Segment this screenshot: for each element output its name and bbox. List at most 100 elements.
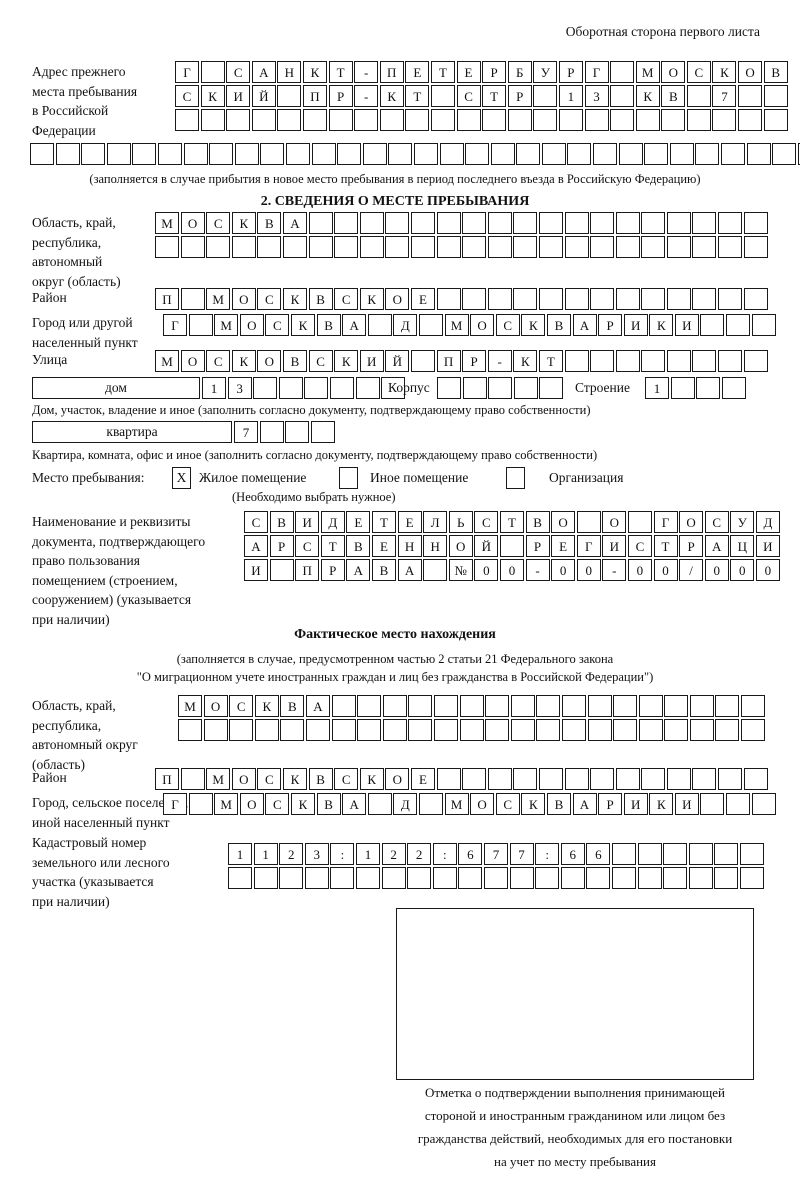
form-cell[interactable]: С (456, 85, 481, 107)
form-cell[interactable]: К (359, 288, 384, 310)
form-cell[interactable]: 1 (228, 843, 252, 865)
form-cell[interactable]: 0 (653, 559, 678, 581)
form-cell[interactable] (231, 236, 256, 258)
form-cell[interactable]: В (308, 288, 333, 310)
form-cell[interactable]: О (602, 511, 627, 533)
form-cell[interactable] (305, 719, 330, 741)
form-cell[interactable]: Л (423, 511, 448, 533)
cadastral-row-2[interactable] (228, 867, 765, 889)
form-cell[interactable] (302, 109, 327, 131)
form-cell[interactable] (692, 350, 717, 372)
form-cell[interactable]: Й (474, 535, 499, 557)
form-cell[interactable]: 6 (586, 843, 611, 865)
form-cell[interactable] (407, 867, 432, 889)
form-cell[interactable] (593, 143, 618, 165)
form-cell[interactable] (304, 377, 329, 399)
form-cell[interactable] (433, 695, 458, 717)
form-cell[interactable]: И (295, 511, 320, 533)
form-cell[interactable]: К (231, 350, 256, 372)
prev-address-row-3[interactable] (175, 109, 789, 131)
form-cell[interactable]: 7 (234, 421, 258, 443)
form-cell[interactable] (436, 288, 461, 310)
form-cell[interactable]: 1 (202, 377, 226, 399)
form-cell[interactable]: - (525, 559, 550, 581)
form-cell[interactable] (354, 109, 379, 131)
form-cell[interactable] (689, 719, 714, 741)
form-cell[interactable] (686, 109, 711, 131)
form-cell[interactable] (106, 143, 131, 165)
form-cell[interactable]: Р (320, 559, 345, 581)
form-cell[interactable]: И (623, 314, 648, 336)
form-cell[interactable] (743, 288, 768, 310)
form-cell[interactable]: О (180, 212, 205, 234)
form-cell[interactable]: Ц (730, 535, 755, 557)
form-cell[interactable]: А (572, 314, 597, 336)
form-cell[interactable] (436, 236, 461, 258)
form-cell[interactable] (308, 236, 333, 258)
form-cell[interactable] (180, 768, 205, 790)
form-cell[interactable] (331, 695, 356, 717)
form-cell[interactable] (538, 768, 563, 790)
form-cell[interactable] (355, 377, 380, 399)
form-cell[interactable]: Т (538, 350, 563, 372)
form-cell[interactable] (487, 236, 512, 258)
form-cell[interactable]: 7 (509, 843, 534, 865)
form-cell[interactable] (388, 143, 413, 165)
form-cell[interactable]: Е (405, 61, 430, 83)
form-cell[interactable] (418, 793, 443, 815)
form-cell[interactable]: Ь (448, 511, 473, 533)
form-cell[interactable]: О (231, 288, 256, 310)
form-cell[interactable] (743, 768, 768, 790)
form-cell[interactable]: 2 (279, 843, 304, 865)
form-cell[interactable] (509, 867, 534, 889)
form-cell[interactable]: 3 (584, 85, 609, 107)
form-cell[interactable]: - (354, 61, 379, 83)
form-cell[interactable]: Д (320, 511, 345, 533)
form-cell[interactable]: Е (397, 511, 422, 533)
form-cell[interactable]: К (649, 793, 674, 815)
form-cell[interactable] (538, 212, 563, 234)
form-cell[interactable] (254, 719, 279, 741)
form-cell[interactable]: В (661, 85, 686, 107)
form-cell[interactable] (513, 212, 538, 234)
form-cell[interactable]: Г (175, 61, 199, 83)
form-cell[interactable]: П (302, 85, 327, 107)
form-cell[interactable] (613, 719, 638, 741)
form-cell[interactable]: С (334, 288, 359, 310)
form-cell[interactable]: № (448, 559, 473, 581)
form-cell[interactable]: К (359, 768, 384, 790)
form-cell[interactable] (418, 314, 443, 336)
form-cell[interactable]: Й (251, 85, 276, 107)
form-cell[interactable]: С (257, 768, 282, 790)
form-cell[interactable]: 0 (474, 559, 499, 581)
form-cell[interactable]: К (334, 350, 359, 372)
form-cell[interactable]: И (359, 350, 384, 372)
form-cell[interactable] (331, 719, 356, 741)
form-cell[interactable] (564, 350, 589, 372)
form-cell[interactable]: О (239, 314, 264, 336)
form-cell[interactable] (487, 212, 512, 234)
form-cell[interactable]: Е (551, 535, 576, 557)
form-cell[interactable] (385, 212, 410, 234)
form-cell[interactable]: Е (346, 511, 371, 533)
form-cell[interactable]: О (257, 350, 282, 372)
form-cell[interactable] (513, 768, 538, 790)
form-cell[interactable]: Д (393, 314, 418, 336)
form-cell[interactable]: Е (410, 288, 435, 310)
form-cell[interactable]: Н (423, 535, 448, 557)
form-cell[interactable] (641, 236, 666, 258)
form-cell[interactable]: В (371, 559, 396, 581)
form-cell[interactable]: : (432, 843, 457, 865)
form-cell[interactable] (692, 236, 717, 258)
form-cell[interactable] (587, 695, 612, 717)
form-cell[interactable]: О (470, 793, 495, 815)
form-cell[interactable] (696, 377, 721, 399)
form-cell[interactable] (200, 61, 225, 83)
form-cell[interactable]: С (308, 350, 333, 372)
form-cell[interactable]: 1 (558, 85, 583, 107)
form-cell[interactable]: В (546, 314, 571, 336)
form-cell[interactable]: П (295, 559, 320, 581)
